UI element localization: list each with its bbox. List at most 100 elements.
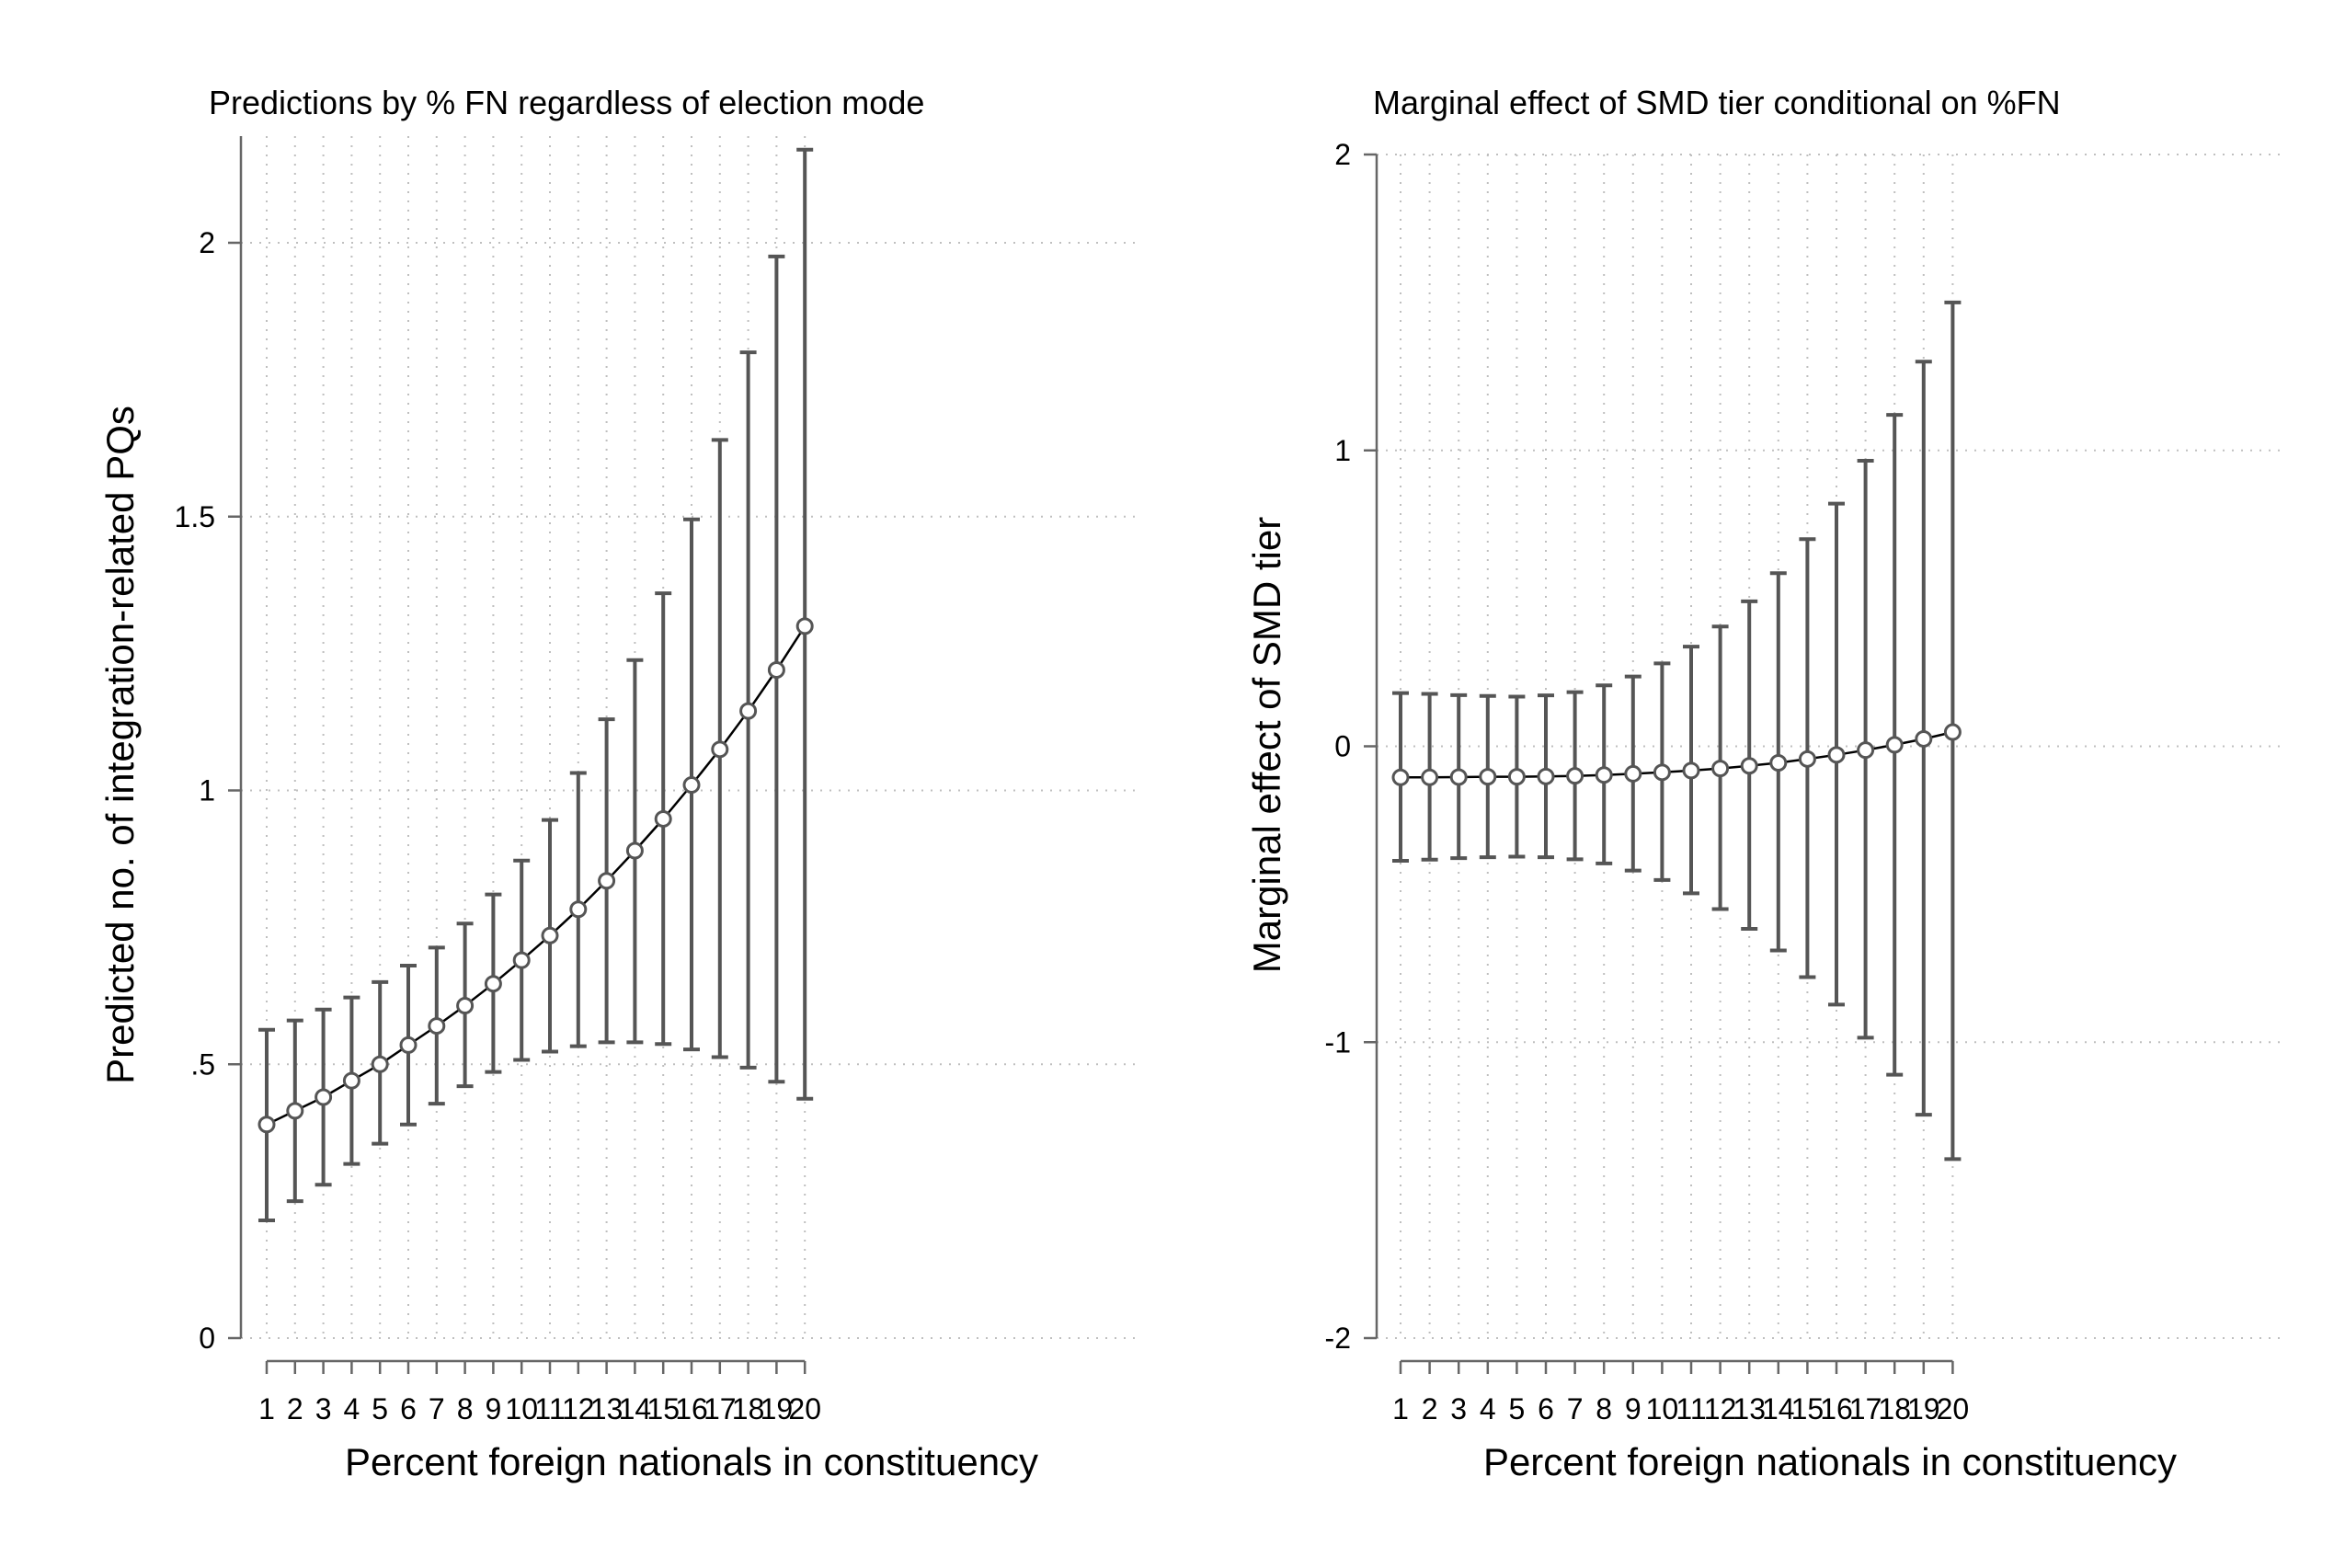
left-x-tick-label: 2 xyxy=(287,1392,303,1425)
right-x-tick-label: 11 xyxy=(1676,1392,1706,1425)
left-x-tick-label: 18 xyxy=(732,1392,765,1425)
left-x-tick-label: 6 xyxy=(400,1392,417,1425)
right-data-point xyxy=(1711,760,1730,778)
left-x-tick-label: 13 xyxy=(590,1392,623,1425)
right-x-tick-label: 8 xyxy=(1596,1392,1612,1425)
right-x-tick-label: 2 xyxy=(1422,1392,1438,1425)
left-x-tick-label: 12 xyxy=(562,1392,595,1425)
left-y-axis-title: Predicted no. of integration-related PQs xyxy=(98,406,142,1084)
left-data-point xyxy=(569,900,588,919)
left-error-bars xyxy=(258,147,814,1222)
right-chart-title: Marginal effect of SMD tier conditional … xyxy=(1373,84,2061,121)
right-data-point xyxy=(1885,736,1904,754)
right-y-tick-label: 2 xyxy=(1334,138,1351,171)
right-x-tick-label: 9 xyxy=(1625,1392,1642,1425)
right-data-point xyxy=(1915,729,1933,748)
right-data-point xyxy=(1769,754,1788,773)
right-grid xyxy=(1377,154,2285,1339)
right-x-tick-label: 7 xyxy=(1567,1392,1584,1425)
left-data-point xyxy=(257,1116,276,1134)
left-data-point xyxy=(598,872,616,890)
left-x-axis-title: Percent foreign nationals in constituenc… xyxy=(345,1440,1038,1483)
right-data-point xyxy=(1479,768,1497,786)
left-data-point xyxy=(795,617,814,635)
left-data-point xyxy=(286,1102,304,1120)
left-x-tick-label: 3 xyxy=(315,1392,332,1425)
left-x-tick-label: 7 xyxy=(429,1392,445,1425)
right-y-axis: -2 -1 0 1 2 xyxy=(1325,138,1378,1355)
left-x-tick-label: 1 xyxy=(258,1392,275,1425)
right-y-tick-label: -1 xyxy=(1325,1025,1351,1059)
left-x-tick-label: 4 xyxy=(344,1392,360,1425)
left-data-point xyxy=(541,926,559,944)
left-y-tick-label: 2 xyxy=(199,226,215,259)
right-data-point xyxy=(1653,763,1671,782)
left-data-point xyxy=(456,997,475,1015)
right-panel: Marginal effect of SMD tier conditional … xyxy=(1245,84,2285,1483)
left-data-point xyxy=(371,1055,389,1073)
right-data-point xyxy=(1798,750,1816,768)
left-data-point xyxy=(315,1088,333,1106)
right-data-point xyxy=(1507,768,1526,786)
left-data-point xyxy=(711,740,729,759)
right-x-tick-label: 3 xyxy=(1450,1392,1467,1425)
left-y-tick-label: 1 xyxy=(199,774,215,807)
right-x-tick-label: 16 xyxy=(1820,1392,1853,1425)
left-x-tick-label: 20 xyxy=(788,1392,821,1425)
right-data-point xyxy=(1682,761,1700,780)
right-data-point xyxy=(1421,768,1439,786)
left-y-tick-label: 1.5 xyxy=(175,500,215,533)
left-data-point xyxy=(625,841,644,860)
left-y-tick-label: 0 xyxy=(199,1322,215,1355)
left-data-point xyxy=(682,776,701,795)
left-x-tick-label: 11 xyxy=(534,1392,565,1425)
right-error-bars xyxy=(1392,300,1962,1162)
right-x-tick-label: 13 xyxy=(1733,1392,1766,1425)
left-data-point xyxy=(512,951,531,969)
left-series-line xyxy=(266,625,806,1126)
left-x-tick-label: 19 xyxy=(761,1392,794,1425)
right-x-tick-label: 15 xyxy=(1791,1392,1825,1425)
right-y-tick-label: 0 xyxy=(1334,730,1351,763)
left-x-tick-label: 8 xyxy=(457,1392,474,1425)
left-x-tick-label: 17 xyxy=(704,1392,737,1425)
left-markers xyxy=(257,617,814,1134)
left-x-tick-label: 9 xyxy=(486,1392,502,1425)
left-x-tick-label: 5 xyxy=(372,1392,388,1425)
left-chart-title: Predictions by % FN regardless of electi… xyxy=(209,84,924,121)
left-data-point xyxy=(484,975,502,993)
left-data-point xyxy=(767,660,785,679)
right-data-point xyxy=(1624,764,1642,783)
right-data-point xyxy=(1391,768,1410,786)
right-x-tick-label: 17 xyxy=(1849,1392,1882,1425)
right-x-tick-label: 18 xyxy=(1878,1392,1911,1425)
right-x-tick-label: 19 xyxy=(1907,1392,1940,1425)
right-data-point xyxy=(1827,746,1846,764)
right-x-tick-label: 4 xyxy=(1480,1392,1496,1425)
left-data-point xyxy=(739,702,758,720)
left-panel: Predictions by % FN regardless of electi… xyxy=(98,84,1142,1483)
right-x-tick-label: 14 xyxy=(1762,1392,1795,1425)
right-y-axis-title: Marginal effect of SMD tier xyxy=(1245,517,1288,973)
left-x-tick-label: 15 xyxy=(646,1392,680,1425)
right-x-tick-label: 6 xyxy=(1538,1392,1554,1425)
right-x-tick-label: 20 xyxy=(1937,1392,1970,1425)
right-data-point xyxy=(1595,766,1613,784)
left-y-tick-label: .5 xyxy=(190,1047,215,1081)
right-x-tick-label: 1 xyxy=(1392,1392,1409,1425)
right-data-point xyxy=(1857,741,1875,760)
right-data-point xyxy=(1740,757,1758,775)
left-data-point xyxy=(654,809,672,828)
left-line xyxy=(266,625,806,1126)
right-data-point xyxy=(1566,767,1584,785)
right-x-tick-label: 12 xyxy=(1704,1392,1737,1425)
left-x-tick-label: 10 xyxy=(505,1392,538,1425)
right-y-tick-label: 1 xyxy=(1334,434,1351,467)
right-x-axis-title: Percent foreign nationals in constituenc… xyxy=(1483,1440,2177,1483)
left-data-point xyxy=(342,1071,360,1090)
right-y-tick-label: -2 xyxy=(1325,1322,1351,1355)
right-markers xyxy=(1391,723,1962,786)
